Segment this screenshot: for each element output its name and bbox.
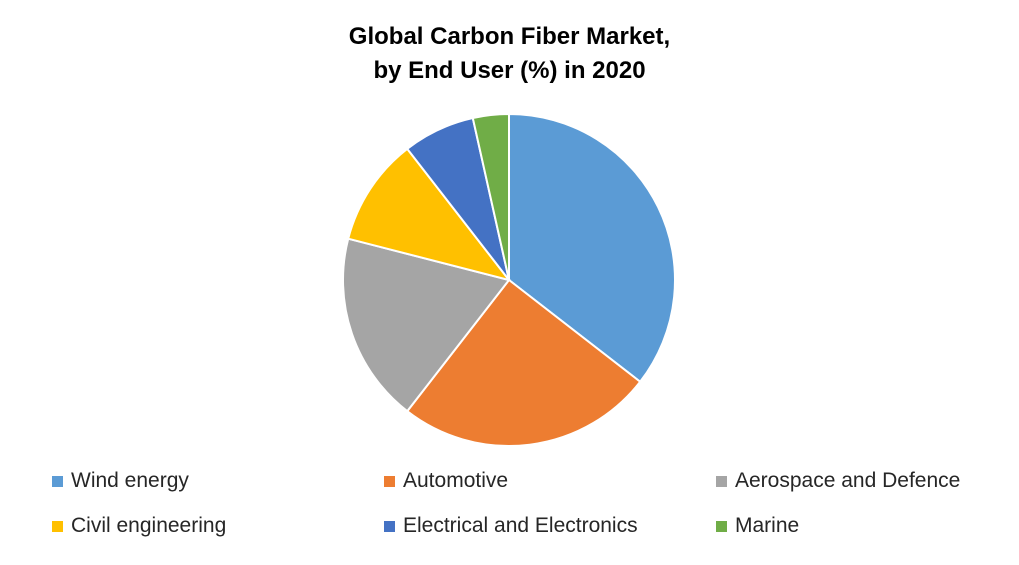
legend-swatch-civil-engineering [52,520,63,532]
chart-title-line-2: by End User (%) in 2020 [373,57,646,84]
legend-label-aerospace-and-defence: Aerospace and Defence [735,469,961,492]
legend-label-civil-engineering: Civil engineering [71,514,227,537]
legend-item-wind-energy: Wind energy [52,468,189,494]
pie-slice-aerospace-and-defence [342,237,511,413]
pie-slice-wind-energy [508,112,676,384]
legend-label-wind-energy: Wind energy [71,469,189,492]
pie-slice-marine [471,112,510,281]
legend-item-marine: Marine [716,513,799,539]
legend-swatch-automotive [384,475,395,487]
legend-item-aerospace-and-defence: Aerospace and Defence [716,468,960,494]
pie-slice-automotive [405,278,642,447]
legend-swatch-aerospace-and-defence [716,475,727,487]
legend-swatch-electrical-and-electronics [384,520,395,532]
legend-label-electrical-and-electronics: Electrical and Electronics [403,514,638,537]
legend-swatch-wind-energy [52,475,63,487]
legend-swatch-marine [716,520,727,532]
legend-label-marine: Marine [735,514,800,537]
legend-item-electrical-and-electronics: Electrical and Electronics [384,513,638,539]
chart-title: Global Carbon Fiber Market, by End User … [0,20,1019,88]
chart-title-line-1: Global Carbon Fiber Market, [348,23,671,50]
pie-slice-civil-engineering [346,147,512,282]
legend-label-automotive: Automotive [403,469,509,492]
legend-item-automotive: Automotive [384,468,508,494]
legend-item-civil-engineering: Civil engineering [52,513,226,539]
